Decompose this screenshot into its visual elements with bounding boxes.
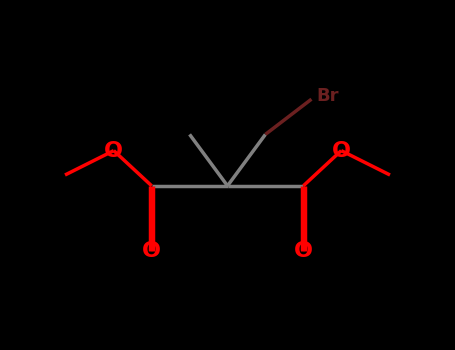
Text: O: O <box>104 141 123 161</box>
Text: O: O <box>294 241 313 261</box>
Text: Br: Br <box>317 88 339 105</box>
Text: O: O <box>332 141 351 161</box>
Text: O: O <box>142 241 161 261</box>
